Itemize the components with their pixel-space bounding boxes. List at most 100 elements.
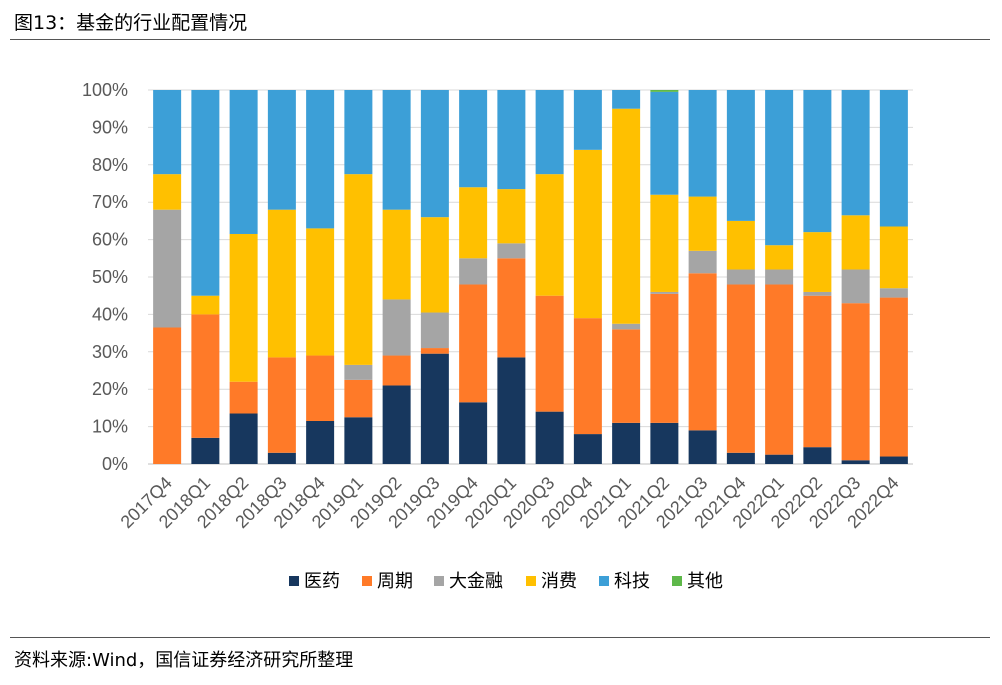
y-tick-label: 50% bbox=[92, 267, 128, 287]
y-tick-label: 60% bbox=[92, 230, 128, 250]
bar-segment bbox=[726, 284, 755, 453]
legend-swatch bbox=[599, 576, 609, 586]
bar-segment bbox=[229, 381, 258, 414]
bar-segment bbox=[267, 209, 296, 358]
bar-segment bbox=[344, 174, 373, 365]
bar-segment bbox=[420, 312, 449, 349]
legend-label: 大金融 bbox=[449, 571, 503, 592]
bar-segment bbox=[573, 434, 602, 464]
bar-segment bbox=[420, 90, 449, 218]
bar-segment bbox=[535, 174, 564, 296]
y-axis-ticks: 0% 10% 20% 30% 40% 50% 60% 70% 80% 90% 100% bbox=[82, 80, 128, 474]
bar-segment bbox=[879, 90, 908, 227]
bar-segment bbox=[573, 149, 602, 319]
bar-segment bbox=[841, 269, 870, 304]
legend-item: 周期 bbox=[362, 571, 413, 592]
bar-segment bbox=[153, 90, 182, 175]
bar-segment bbox=[688, 250, 717, 274]
bar-segment bbox=[420, 348, 449, 354]
y-tick-label: 20% bbox=[92, 379, 128, 399]
bar-segment bbox=[726, 220, 755, 270]
bar-segment bbox=[191, 295, 220, 315]
y-tick-label: 30% bbox=[92, 342, 128, 362]
bar-segment bbox=[306, 90, 335, 229]
bar-segment bbox=[688, 90, 717, 197]
bar-segment bbox=[879, 297, 908, 457]
bar-segment bbox=[344, 379, 373, 418]
bar-segment bbox=[459, 402, 488, 464]
bar-segment bbox=[344, 417, 373, 464]
bar-segment bbox=[688, 430, 717, 464]
bar-segment bbox=[459, 187, 488, 259]
bar-segment bbox=[535, 411, 564, 464]
bar-segment bbox=[382, 90, 411, 210]
bar-segment bbox=[612, 108, 641, 324]
bar-segment bbox=[803, 90, 832, 233]
bar-segment bbox=[497, 357, 526, 464]
title-divider bbox=[10, 39, 990, 40]
bar-segment bbox=[459, 284, 488, 403]
bar-segment bbox=[459, 258, 488, 285]
bar-segment bbox=[306, 228, 335, 356]
bar-segment bbox=[497, 243, 526, 259]
bar-segment bbox=[382, 209, 411, 300]
bar-segment bbox=[420, 353, 449, 464]
bar-segment bbox=[382, 355, 411, 386]
bar-segment bbox=[191, 314, 220, 438]
bar-segment bbox=[612, 329, 641, 423]
bar-segment bbox=[841, 90, 870, 216]
bar-segment bbox=[726, 269, 755, 285]
x-axis-ticks: 2017Q42018Q12018Q22018Q32018Q42019Q12019… bbox=[117, 473, 903, 532]
bar-segment bbox=[841, 303, 870, 461]
bar-segment bbox=[612, 422, 641, 464]
bar-segment bbox=[535, 90, 564, 175]
bar-segment bbox=[459, 90, 488, 188]
bar-segment bbox=[650, 90, 679, 92]
footer-divider bbox=[10, 637, 990, 638]
bar-segment bbox=[267, 90, 296, 210]
bar-segment bbox=[229, 233, 258, 382]
bar-segment bbox=[306, 420, 335, 464]
legend-swatch bbox=[672, 576, 682, 586]
bar-segment bbox=[497, 90, 526, 190]
y-tick-label: 0% bbox=[102, 454, 128, 474]
bar-segment bbox=[573, 318, 602, 435]
bar-segment bbox=[229, 90, 258, 234]
y-tick-label: 100% bbox=[82, 80, 128, 100]
bar-segment bbox=[650, 422, 679, 464]
bar-segment bbox=[803, 295, 832, 448]
y-tick-label: 80% bbox=[92, 155, 128, 175]
figure-title: 图13：基金的行业配置情况 bbox=[14, 12, 248, 34]
bar-segment bbox=[153, 174, 182, 210]
bar-segment bbox=[650, 194, 679, 292]
bar-segment bbox=[650, 293, 679, 423]
bars bbox=[153, 90, 908, 464]
bar-segment bbox=[344, 364, 373, 380]
bar-segment bbox=[841, 215, 870, 270]
y-tick-label: 70% bbox=[92, 192, 128, 212]
bar-segment bbox=[726, 90, 755, 221]
bar-segment bbox=[497, 258, 526, 358]
y-tick-label: 40% bbox=[92, 304, 128, 324]
y-tick-label: 90% bbox=[92, 117, 128, 137]
bar-segment bbox=[382, 299, 411, 356]
bar-segment bbox=[803, 447, 832, 464]
gridlines bbox=[148, 89, 913, 465]
legend-item: 医药 bbox=[289, 571, 340, 592]
legend: 医药 周期 大金融 消费 科技 其他 bbox=[289, 571, 723, 592]
bar-segment bbox=[191, 437, 220, 464]
bar-segment bbox=[497, 189, 526, 244]
bar-segment bbox=[229, 413, 258, 464]
bar-segment bbox=[535, 295, 564, 412]
legend-swatch bbox=[526, 576, 536, 586]
legend-label: 其他 bbox=[687, 571, 723, 592]
legend-item: 大金融 bbox=[434, 571, 503, 592]
bar-segment bbox=[765, 269, 794, 285]
bar-segment bbox=[153, 209, 182, 328]
bar-segment bbox=[420, 217, 449, 313]
legend-item: 科技 bbox=[599, 571, 650, 592]
y-tick-label: 10% bbox=[92, 417, 128, 437]
legend-item: 消费 bbox=[526, 571, 577, 592]
bar-segment bbox=[191, 90, 220, 296]
bar-segment bbox=[688, 196, 717, 251]
